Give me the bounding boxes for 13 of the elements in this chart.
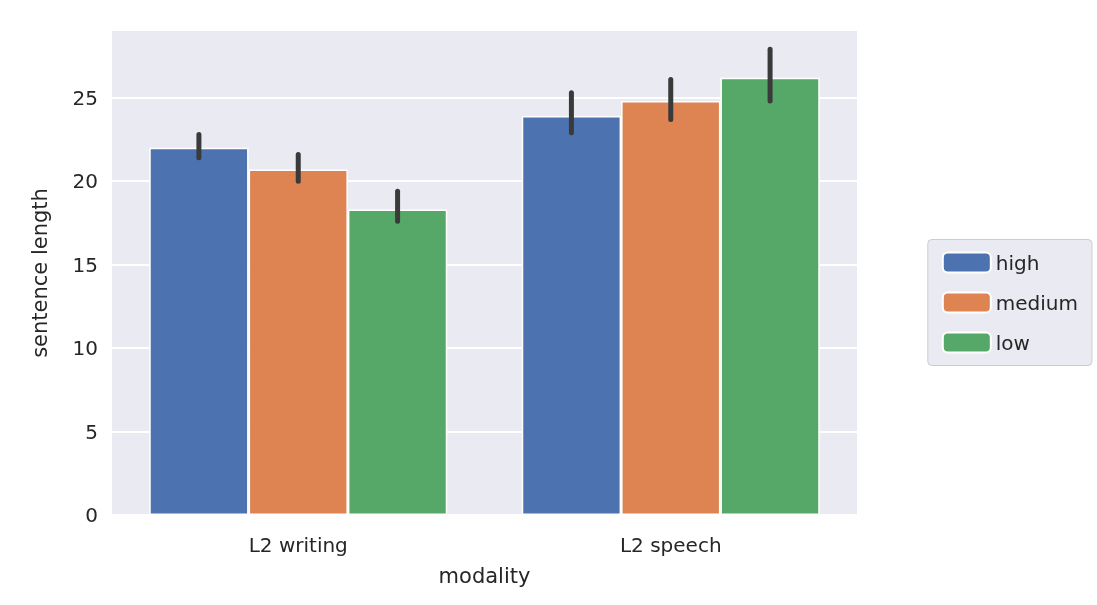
y-tick-label: 5	[85, 419, 98, 444]
x-tick-label: L2 speech	[619, 533, 722, 557]
x-axis-title: modality	[438, 563, 531, 588]
legend-label: medium	[995, 290, 1079, 315]
x-tick-label: L2 writing	[248, 533, 348, 557]
y-tick-label: 0	[85, 503, 98, 527]
y-tick-label: 15	[72, 252, 98, 277]
y-tick-label: 10	[72, 336, 98, 361]
y-tick-label: 20	[72, 169, 98, 194]
legend-label: low	[995, 330, 1030, 355]
y-axis-title: sentence length	[27, 188, 52, 358]
y-tick-label: 25	[72, 85, 98, 110]
legend-label: high	[995, 250, 1040, 275]
